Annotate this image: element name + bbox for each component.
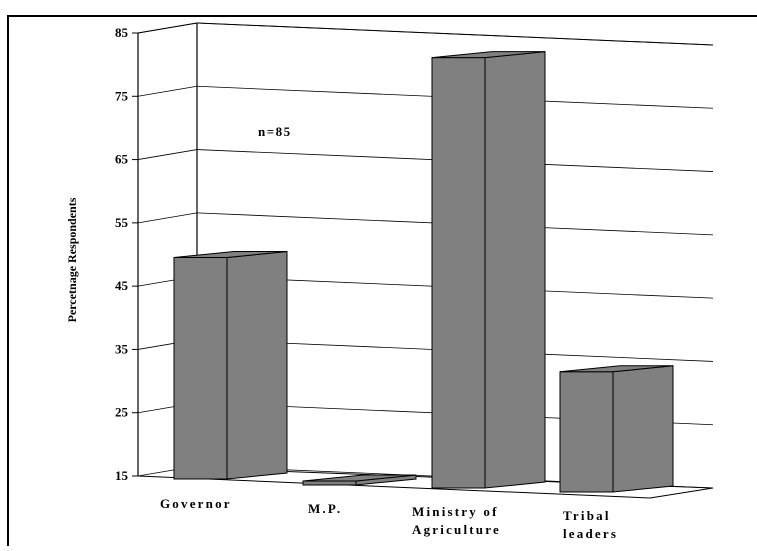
category-label-line: Tribal <box>563 508 611 523</box>
category-label: Governor <box>160 496 232 511</box>
category-label-line: Agriculture <box>412 522 501 537</box>
bar-front-face <box>302 480 357 486</box>
bar-side-face <box>226 250 288 480</box>
tick-label: 85 <box>115 25 129 40</box>
bar-top-face <box>173 251 288 258</box>
bar-side-face <box>484 51 546 489</box>
frame-border-top <box>7 15 757 17</box>
x-axis-categories: Governor M.P. Ministry of Agriculture Tribal… <box>160 496 618 541</box>
gridline-side <box>137 85 198 97</box>
tick-label: 45 <box>115 278 129 293</box>
bar-side-face <box>612 365 674 493</box>
tick-label: 75 <box>115 88 129 103</box>
floor-right-edge <box>649 487 714 499</box>
category-label-line: Governor <box>160 496 232 511</box>
gridline-side <box>137 212 198 224</box>
category-label: Ministry of Agriculture <box>412 504 501 537</box>
category-label-line: leaders <box>563 526 618 541</box>
frame-border-left <box>7 15 9 546</box>
bar-front-face <box>173 257 228 480</box>
tick-label: 55 <box>115 215 129 230</box>
gridline-side <box>137 22 198 34</box>
tick-label: 15 <box>115 468 129 483</box>
floor-front-edge <box>137 475 651 499</box>
bar-top-face <box>302 474 417 482</box>
category-label-line: M.P. <box>308 501 342 516</box>
tick-label: 65 <box>115 152 129 167</box>
bar-top-face <box>431 51 546 59</box>
category-label: Tribal leaders <box>563 508 618 541</box>
category-label-line: Ministry of <box>412 504 499 519</box>
bar-front-face <box>431 57 486 489</box>
bar-top-face <box>559 365 674 373</box>
y-axis-ticks: 15 25 35 45 55 65 75 85 <box>115 25 138 483</box>
y-axis-title: Percetnage Respondents <box>65 197 79 322</box>
gridline-back <box>196 22 714 46</box>
category-label: M.P. <box>308 501 342 516</box>
tick-label: 25 <box>115 405 129 420</box>
tick-label: 35 <box>115 341 129 356</box>
sample-size-annotation: n=85 <box>258 124 292 139</box>
gridline-side <box>137 149 198 160</box>
bars <box>173 51 674 493</box>
bar-front-face <box>559 371 614 493</box>
